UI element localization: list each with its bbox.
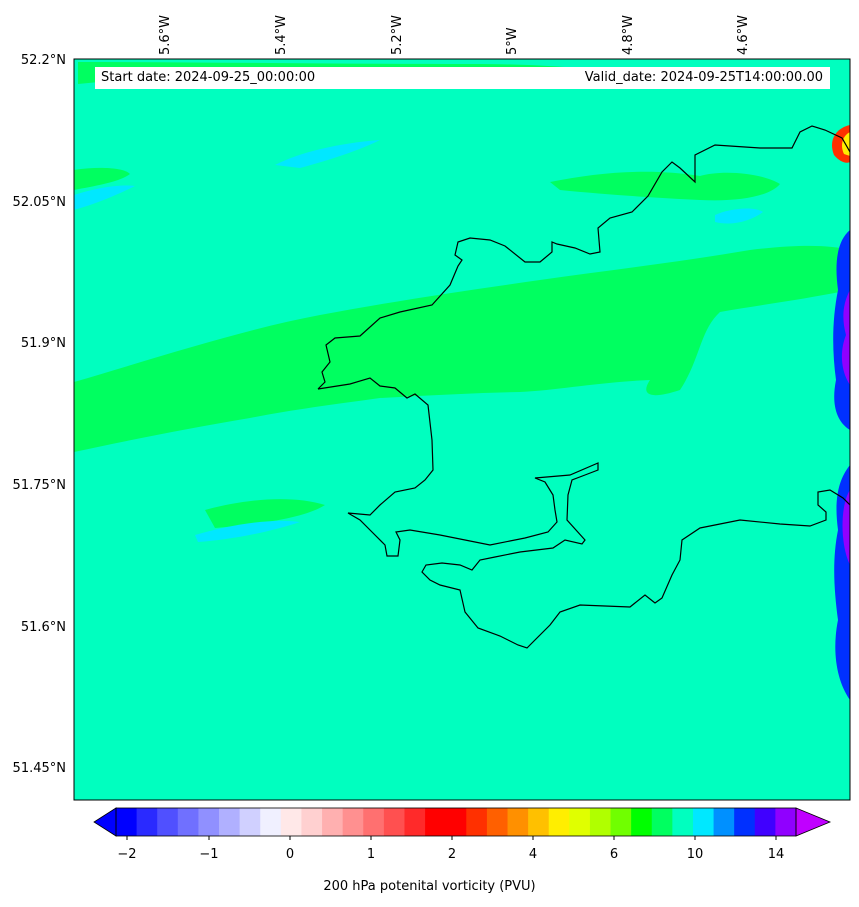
colorbar-cell bbox=[713, 808, 735, 836]
colorbar-cell bbox=[651, 808, 673, 836]
colorbar-tick-label: 2 bbox=[448, 847, 456, 862]
colorbar-cell bbox=[692, 808, 715, 836]
pv-band-green-upper bbox=[74, 167, 130, 190]
colorbar-cell bbox=[466, 808, 488, 836]
colorbar-cell bbox=[322, 808, 344, 836]
colorbar-cell bbox=[383, 808, 405, 836]
pv-blob-cyan-3 bbox=[715, 208, 763, 224]
pv-edge-purple-lower bbox=[842, 490, 850, 565]
colorbar-cell bbox=[219, 808, 241, 836]
lat-tick-label: 51.75°N bbox=[13, 478, 66, 493]
lon-tick-label: 4.8°W bbox=[621, 15, 636, 55]
colorbar-over-outline bbox=[795, 807, 832, 837]
colorbar-tick-label: 1 bbox=[367, 847, 375, 862]
colorbar-under-outline bbox=[93, 807, 117, 837]
colorbar-under-arrow bbox=[94, 808, 116, 836]
colorbar-cell bbox=[569, 808, 591, 836]
pv-band-green-sw bbox=[205, 499, 325, 528]
colorbar-cell bbox=[548, 808, 570, 836]
pv-band-green-main bbox=[74, 245, 850, 452]
coastline-south bbox=[317, 377, 850, 649]
colorbar-cell bbox=[136, 808, 158, 836]
colorbar-cell bbox=[363, 808, 385, 836]
colorbar-tick-label: 0 bbox=[286, 847, 294, 862]
colorbar-cell bbox=[342, 808, 364, 836]
lon-tick-label: 5.6°W bbox=[158, 15, 173, 55]
pv-band-green-ne bbox=[550, 171, 780, 201]
pv-edge-purple-upper bbox=[841, 290, 850, 385]
colorbar-cell bbox=[157, 808, 179, 836]
pv-blob-cyan-1 bbox=[275, 140, 380, 168]
map-frame bbox=[73, 58, 851, 801]
colorbar-tick-label: 6 bbox=[610, 847, 618, 862]
pv-edge-blue-upper bbox=[833, 230, 850, 430]
colorbar-tick-label: 4 bbox=[529, 847, 537, 862]
lat-tick-label: 51.45°N bbox=[13, 761, 66, 776]
colorbar: −2 −1 0 1 2 4 6 10 14 bbox=[93, 807, 832, 862]
pv-blob-cyan-2 bbox=[74, 185, 135, 210]
colorbar-cell bbox=[754, 808, 776, 836]
colorbar-cell bbox=[445, 808, 467, 836]
pv-blob-cyan-4 bbox=[195, 520, 300, 542]
colorbar-tick-label: −1 bbox=[199, 847, 218, 862]
colorbar-cell bbox=[775, 808, 797, 836]
latitude-ticks: 52.2°N 52.05°N 51.9°N 51.75°N 51.6°N 51.… bbox=[13, 53, 66, 776]
lat-tick-label: 51.9°N bbox=[21, 336, 66, 351]
colorbar-cell bbox=[177, 808, 199, 836]
lat-tick-label: 51.6°N bbox=[21, 620, 66, 635]
colorbar-tick-label: −2 bbox=[117, 847, 136, 862]
colorbar-cell bbox=[589, 808, 612, 836]
colorbar-over-arrow bbox=[796, 808, 830, 836]
start-date-label: Start date: 2024-09-25_00:00:00 bbox=[101, 70, 316, 85]
colorbar-cell bbox=[198, 808, 220, 836]
colorbar-cell bbox=[301, 808, 323, 836]
valid-date-label: Valid_date: 2024-09-25T14:00:00.00 bbox=[584, 70, 823, 85]
lon-tick-label: 5.4°W bbox=[274, 15, 289, 55]
lat-tick-label: 52.05°N bbox=[13, 195, 66, 210]
colorbar-tick-label: 10 bbox=[687, 847, 704, 862]
colorbar-cell bbox=[404, 808, 426, 836]
longitude-ticks: 5.6°W 5.4°W 5.2°W 5°W 4.8°W 4.6°W bbox=[158, 15, 751, 55]
colorbar-cell bbox=[528, 808, 550, 836]
colorbar-cell bbox=[631, 808, 653, 836]
colorbar-cell bbox=[507, 808, 529, 836]
coastline bbox=[317, 125, 850, 390]
colorbar-cell bbox=[425, 808, 447, 836]
lon-tick-label: 5.2°W bbox=[390, 15, 405, 55]
colorbar-cell bbox=[260, 808, 282, 836]
colorbar-cell bbox=[239, 808, 261, 836]
map-background bbox=[74, 59, 850, 800]
colorbar-cell bbox=[116, 808, 138, 836]
colorbar-title: 200 hPa potenital vorticity (PVU) bbox=[323, 879, 536, 894]
colorbar-cell bbox=[672, 808, 694, 836]
lat-tick-label: 52.2°N bbox=[21, 53, 66, 68]
colorbar-cell bbox=[486, 808, 509, 836]
date-info-box: Start date: 2024-09-25_00:00:00 Valid_da… bbox=[95, 67, 830, 89]
colorbar-cell bbox=[734, 808, 756, 836]
lon-tick-label: 5°W bbox=[505, 27, 520, 55]
lon-tick-label: 4.6°W bbox=[736, 15, 751, 55]
colorbar-cell bbox=[610, 808, 632, 836]
colorbar-tick-label: 14 bbox=[768, 847, 785, 862]
colorbar-cell bbox=[280, 808, 302, 836]
